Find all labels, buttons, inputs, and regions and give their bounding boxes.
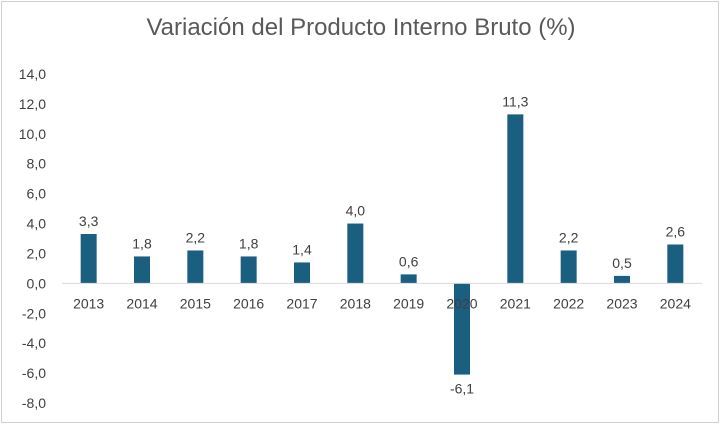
data-label: 11,3 (502, 93, 528, 109)
data-label: 1,8 (239, 235, 259, 251)
y-tick-label: 0,0 (27, 275, 47, 291)
bar (294, 262, 310, 284)
x-category-label: 2024 (660, 295, 691, 311)
bar (134, 256, 150, 284)
bar (347, 223, 364, 284)
data-label: 0,5 (612, 255, 632, 271)
x-category-label: 2022 (553, 295, 584, 311)
bar (454, 283, 470, 375)
data-label: 2,2 (559, 229, 579, 245)
data-label: 2,6 (666, 223, 686, 239)
x-category-label: 2013 (73, 295, 104, 311)
x-category-label: 2020 (446, 295, 477, 311)
chart-title: Variación del Producto Interno Bruto (%) (146, 14, 576, 41)
bar (614, 275, 630, 284)
data-label: 1,4 (292, 241, 312, 257)
x-category-label: 2017 (286, 295, 317, 311)
data-label: 3,3 (79, 213, 99, 229)
y-axis-ticks: 14,0 12,0 10,0 8,0 6,0 4,0 2,0 0,0 -2,0 -4,0 -6,0 -… (19, 66, 46, 411)
data-label: 1,8 (132, 235, 152, 251)
x-axis-categories: 2013 2014 2015 2016 2017 2018 2019 2020 2021 2022… (73, 295, 691, 311)
y-tick-label: 12,0 (19, 96, 46, 112)
x-category-label: 2016 (233, 295, 264, 311)
bar (187, 250, 204, 284)
y-tick-label: -2,0 (22, 305, 46, 321)
x-category-label: 2021 (500, 295, 531, 311)
y-tick-label: 4,0 (27, 216, 47, 232)
bar (507, 114, 524, 284)
data-label: 4,0 (346, 203, 366, 219)
bar (400, 274, 417, 284)
y-tick-label: -6,0 (22, 365, 46, 381)
y-tick-label: 14,0 (19, 66, 46, 82)
y-tick-label: 2,0 (27, 245, 47, 261)
y-tick-label: 8,0 (27, 156, 47, 172)
y-tick-label: 10,0 (19, 126, 46, 142)
data-labels: 3,3 1,8 2,2 1,8 1,4 4,0 0,6 -6,1 11,3 2,2 0,5 2,6 (79, 93, 685, 396)
x-category-label: 2018 (340, 295, 371, 311)
bar (667, 244, 684, 284)
bar (240, 256, 257, 284)
bar (80, 234, 97, 284)
bar (560, 250, 577, 284)
y-tick-label: -8,0 (22, 395, 46, 411)
y-tick-label: -4,0 (22, 335, 46, 351)
bars (80, 114, 684, 375)
data-label: -6,1 (450, 381, 474, 397)
data-label: 2,2 (186, 229, 206, 245)
x-category-label: 2014 (126, 295, 157, 311)
y-tick-label: 6,0 (27, 186, 47, 202)
data-label: 0,6 (399, 253, 419, 269)
x-category-label: 2023 (606, 295, 637, 311)
x-category-label: 2019 (393, 295, 424, 311)
x-category-label: 2015 (180, 295, 211, 311)
